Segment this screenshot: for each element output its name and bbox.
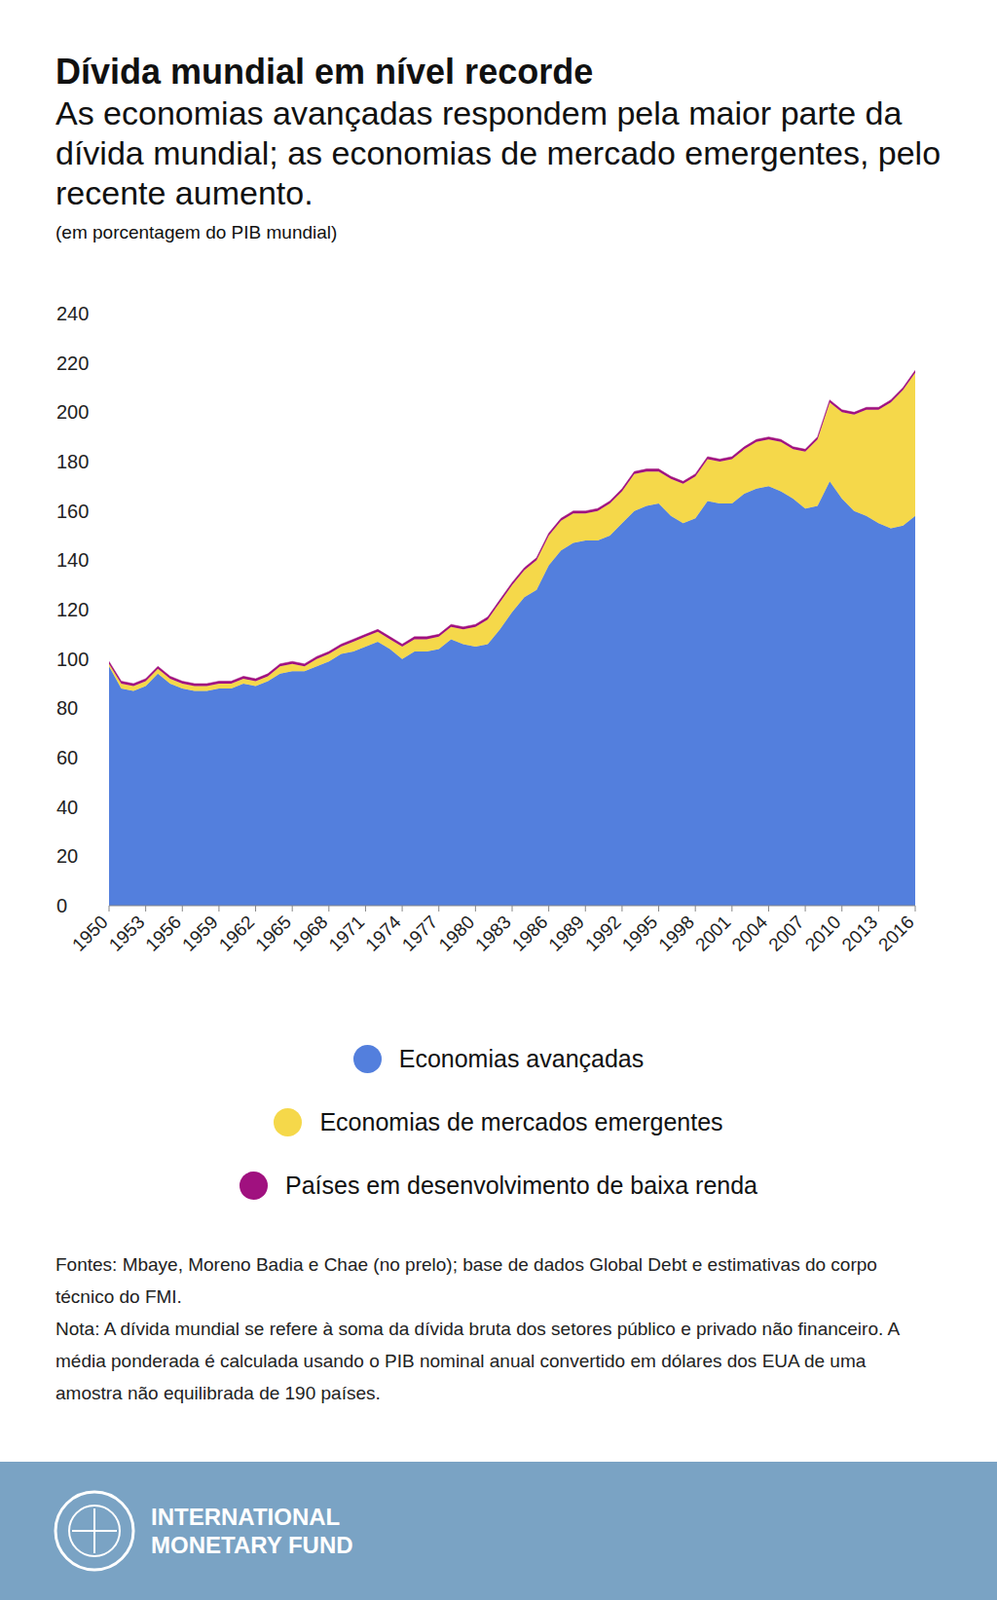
svg-text:1998: 1998 (654, 911, 699, 956)
svg-text:1974: 1974 (361, 911, 406, 956)
svg-text:1962: 1962 (215, 911, 259, 956)
svg-text:2010: 2010 (801, 911, 846, 956)
svg-text:1989: 1989 (544, 911, 589, 956)
svg-text:2004: 2004 (728, 911, 773, 956)
svg-text:1953: 1953 (105, 911, 149, 956)
svg-text:1959: 1959 (178, 911, 222, 956)
svg-text:2007: 2007 (764, 911, 809, 956)
svg-text:180: 180 (56, 450, 89, 473)
svg-text:0: 0 (56, 894, 68, 917)
svg-text:40: 40 (56, 796, 78, 818)
html-text:INTERNATIONAL MONETARY FUND: INTERNATIONAL MONETARY FUND (150, 1503, 354, 1558)
html-text:Nota: A dívida mundial se refe: Nota: A dívida mundial se refere à soma … (55, 1318, 899, 1404)
svg-text:60: 60 (56, 746, 78, 769)
svg-text:1950: 1950 (68, 911, 112, 956)
html-text:Fontes: Mbaye, Moreno Badia e: Fontes: Mbaye, Moreno Badia e Chae (no p… (55, 1254, 878, 1307)
svg-text:140: 140 (56, 549, 89, 571)
svg-text:1980: 1980 (434, 911, 479, 956)
svg-text:120: 120 (56, 598, 89, 621)
svg-text:1992: 1992 (581, 911, 626, 956)
svg-text:1956: 1956 (141, 911, 185, 956)
svg-text:20: 20 (56, 845, 78, 867)
svg-text:1986: 1986 (508, 911, 553, 956)
svg-text:200: 200 (56, 401, 89, 423)
svg-text:1977: 1977 (398, 911, 443, 956)
svg-text:1968: 1968 (288, 911, 333, 956)
svg-text:240: 240 (56, 302, 89, 325)
svg-text:1965: 1965 (251, 911, 296, 956)
svg-text:100: 100 (56, 648, 89, 670)
svg-text:1995: 1995 (618, 911, 663, 956)
html-text:As economias avançadas respond: As economias avançadas respondem pela ma… (55, 94, 941, 212)
html-text:Dívida mundial em nível record: Dívida mundial em nível recorde (55, 51, 594, 92)
svg-text:1983: 1983 (471, 911, 516, 956)
html-text:Economias de mercados emergent: Economias de mercados emergentes (319, 1107, 723, 1136)
svg-text:80: 80 (56, 697, 78, 719)
svg-text:1971: 1971 (325, 911, 370, 956)
svg-text:2016: 2016 (874, 911, 919, 956)
svg-text:2013: 2013 (837, 911, 882, 956)
html-text:Economias avançadas: Economias avançadas (398, 1044, 644, 1072)
svg-text:220: 220 (56, 352, 89, 374)
svg-text:2001: 2001 (691, 911, 736, 956)
html-text:Países em desenvolvimento de b: Países em desenvolvimento de baixa renda (285, 1171, 758, 1199)
html-text:(em porcentagem do PIB mundial: (em porcentagem do PIB mundial) (55, 221, 338, 243)
svg-text:160: 160 (56, 500, 89, 522)
